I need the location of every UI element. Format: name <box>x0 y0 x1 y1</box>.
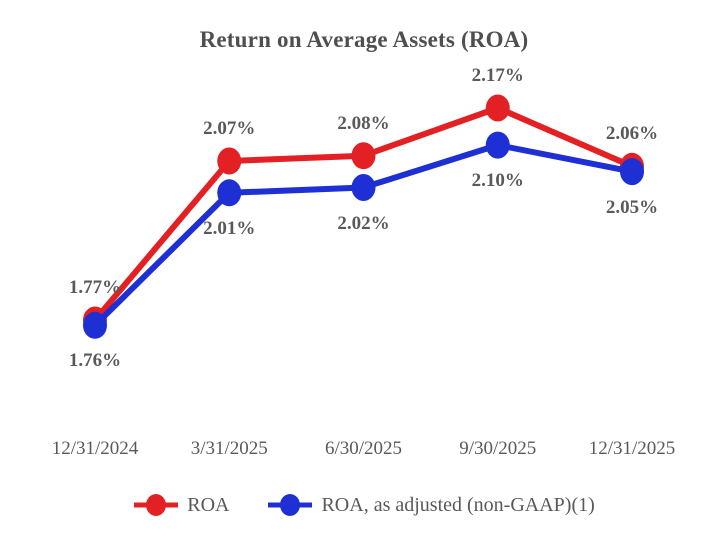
roa-adjusted-data-label-2: 2.02% <box>337 212 390 234</box>
roa-marker-3 <box>485 94 510 122</box>
roa-adjusted-series-marker-icon <box>268 494 313 516</box>
roa-adjusted-data-label-1: 2.01% <box>203 217 256 239</box>
roa-data-label-4: 2.06% <box>605 123 659 145</box>
roa-adjusted-marker-0 <box>83 311 107 339</box>
chart-title: Return on Average Assets (ROA) <box>199 27 529 52</box>
x-axis-label-0: 12/31/2024 <box>51 438 139 459</box>
roa-adjusted-marker-1 <box>217 179 242 207</box>
legend-item-roa: ROA <box>133 492 229 518</box>
roa-marker-1 <box>217 147 242 175</box>
legend: ROA ROA, as adjusted (non-GAAP)(1) <box>0 492 728 518</box>
roa-marker-2 <box>351 142 376 170</box>
x-axis-label-4: 12/31/2025 <box>588 438 676 459</box>
roa-adjusted-data-label-4: 2.05% <box>605 196 659 218</box>
roa-adjusted-data-label-3: 2.10% <box>471 170 524 192</box>
legend-label-roa-adjusted: ROA, as adjusted (non-GAAP)(1) <box>321 493 595 516</box>
x-axis-label-2: 6/30/2025 <box>324 438 403 459</box>
roa-adjusted-marker-4 <box>620 158 644 186</box>
legend-item-roa-adjusted: ROA, as adjusted (non-GAAP)(1) <box>267 492 595 518</box>
roa-data-label-2: 2.08% <box>337 112 390 134</box>
roa-data-label-0: 1.77% <box>68 277 122 298</box>
roa-data-label-1: 2.07% <box>203 118 256 139</box>
roa-adjusted-data-label-0: 1.76% <box>68 350 122 372</box>
roa-adjusted-marker-3 <box>485 131 510 159</box>
roa-series-marker-icon <box>134 494 179 516</box>
roa-adjusted-marker-2 <box>351 174 376 201</box>
roa-data-label-3: 2.17% <box>471 65 524 86</box>
legend-label-roa: ROA <box>187 493 230 516</box>
x-axis-label-3: 9/30/2025 <box>459 438 537 459</box>
x-axis-label-1: 3/31/2025 <box>190 438 268 459</box>
